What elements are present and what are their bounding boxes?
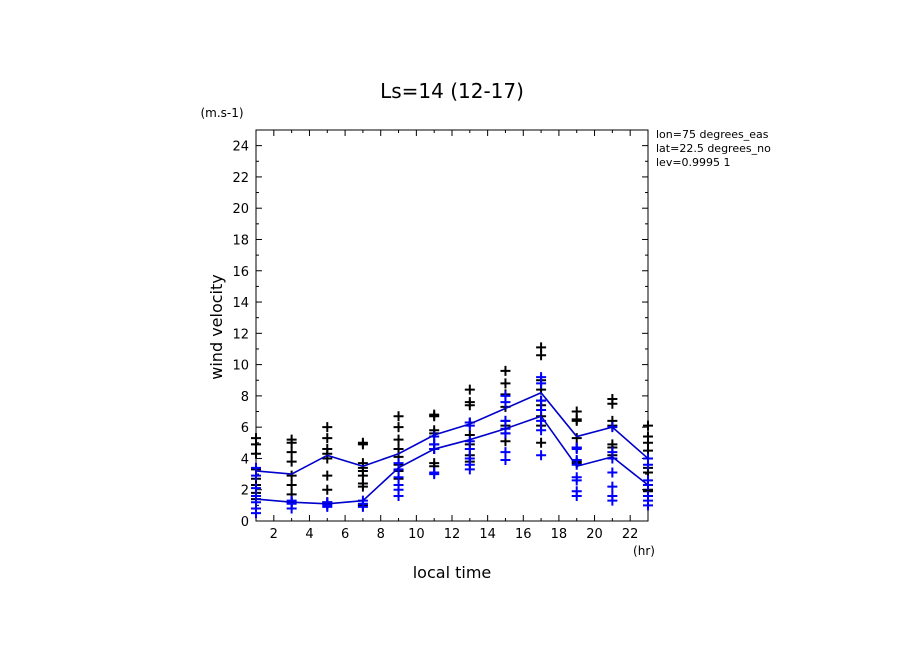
data-point	[607, 481, 618, 492]
data-point	[357, 501, 368, 512]
data-point	[393, 434, 404, 445]
data-point	[286, 503, 297, 514]
data-point	[536, 350, 547, 361]
data-point	[286, 470, 297, 481]
x-tick-label: 8	[377, 527, 385, 542]
data-point	[536, 378, 547, 389]
data-point	[643, 500, 653, 511]
y-tick-label: 8	[241, 390, 249, 405]
data-point	[286, 437, 297, 448]
data-point	[536, 404, 547, 415]
data-point	[357, 481, 368, 492]
y-tick-label: 18	[232, 233, 249, 248]
data-point	[464, 464, 475, 475]
data-point	[571, 444, 582, 455]
x-tick-label: 6	[341, 527, 349, 542]
data-point	[286, 480, 297, 491]
data-point	[500, 397, 511, 408]
data-point	[357, 439, 368, 450]
data-point	[464, 384, 475, 395]
x-tick-label: 10	[408, 527, 425, 542]
data-point	[536, 395, 547, 406]
data-point	[607, 495, 618, 506]
data-point	[607, 398, 618, 409]
y-tick-label: 20	[232, 202, 249, 217]
x-tick-label: 22	[622, 527, 639, 542]
data-point	[536, 450, 547, 461]
data-point	[500, 455, 511, 466]
x-tick-label: 20	[586, 527, 603, 542]
data-point	[286, 456, 297, 467]
x-tick-label: 16	[515, 527, 532, 542]
data-point	[571, 433, 582, 444]
data-point	[500, 378, 511, 389]
data-point	[251, 439, 261, 450]
data-point	[500, 365, 511, 376]
y-tick-label: 16	[232, 265, 249, 280]
data-point	[322, 484, 333, 495]
y-tick-label: 12	[232, 327, 249, 342]
y-tick-label: 14	[232, 296, 249, 311]
data-point	[571, 415, 582, 426]
y-tick-label: 22	[232, 171, 249, 186]
chart-title: Ls=14 (12-17)	[380, 79, 524, 103]
x-tick-label: 4	[305, 527, 313, 542]
info-lat: lat=22.5 degrees_no	[656, 142, 771, 155]
data-point	[251, 448, 261, 459]
data-point	[429, 411, 440, 422]
data-point	[607, 467, 618, 478]
x-tick-label: 2	[270, 527, 278, 542]
y-axis-label: wind velocity	[207, 274, 226, 379]
data-point	[536, 437, 547, 448]
data-point	[322, 433, 333, 444]
data-point	[536, 425, 547, 436]
data-point	[643, 420, 653, 431]
x-tick-label: 14	[479, 527, 496, 542]
y-unit-label: (m.s-1)	[200, 106, 243, 120]
data-point	[393, 422, 404, 433]
data-point	[571, 490, 582, 501]
x-unit-label: (hr)	[633, 544, 655, 558]
data-point	[429, 469, 440, 480]
data-point	[251, 508, 261, 519]
data-point	[643, 459, 653, 470]
info-lev: lev=0.9995 1	[656, 156, 731, 169]
x-tick-label: 18	[551, 527, 568, 542]
data-point	[393, 490, 404, 501]
data-point	[500, 428, 511, 439]
y-tick-label: 10	[232, 359, 249, 374]
y-tick-label: 24	[232, 140, 249, 155]
data-point	[322, 470, 333, 481]
data-point	[464, 444, 475, 455]
y-tick-label: 0	[241, 515, 249, 530]
data-point	[286, 447, 297, 458]
series-line	[255, 391, 649, 475]
data-point	[251, 470, 261, 481]
x-tick-label: 12	[444, 527, 461, 542]
x-axis-label: local time	[413, 563, 492, 582]
y-tick-label: 2	[241, 484, 249, 499]
y-tick-label: 4	[241, 452, 249, 467]
data-point	[571, 475, 582, 486]
data-point	[322, 422, 333, 433]
y-tick-label: 6	[241, 421, 249, 436]
series-line	[255, 415, 649, 505]
data-point	[464, 400, 475, 411]
info-lon: lon=75 degrees_eas	[656, 128, 769, 141]
info-block: lon=75 degrees_eas lat=22.5 degrees_no l…	[656, 128, 771, 169]
data-point	[393, 411, 404, 422]
